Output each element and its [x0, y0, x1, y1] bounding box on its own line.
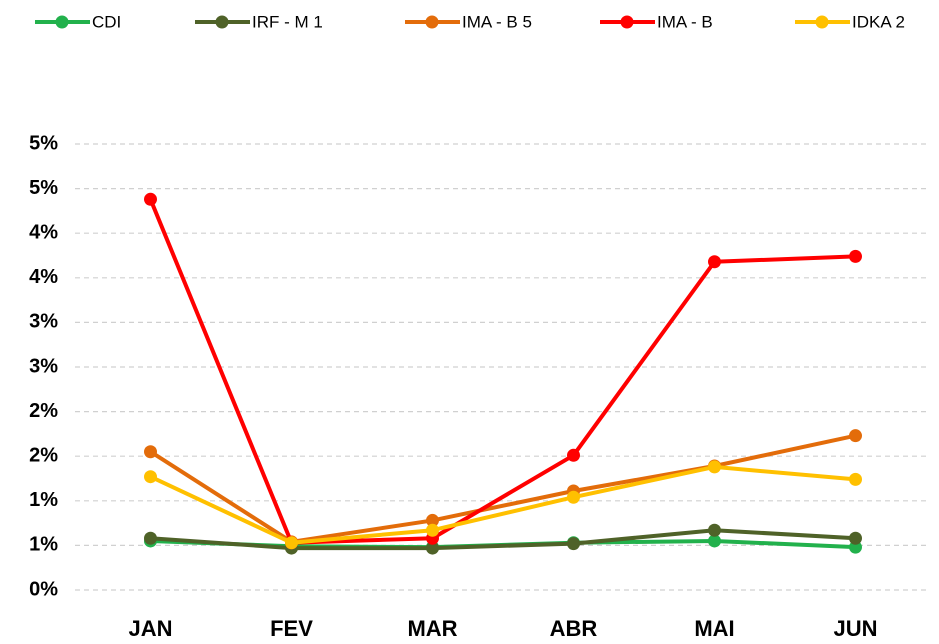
x-tick-label: JUN	[833, 616, 877, 641]
data-point	[144, 470, 157, 484]
data-point	[849, 249, 862, 263]
legend-label: CDI	[92, 12, 121, 31]
data-point	[849, 472, 862, 486]
legend-marker	[620, 15, 634, 29]
data-point	[708, 534, 721, 548]
legend-marker	[55, 15, 69, 29]
legend-label: IMA - B	[657, 12, 713, 31]
legend-marker	[815, 15, 829, 29]
x-tick-label: MAR	[407, 616, 457, 641]
data-point	[144, 445, 157, 459]
legend-label: IMA - B 5	[462, 12, 532, 31]
data-point	[567, 490, 580, 504]
data-point	[708, 460, 721, 474]
series-line	[149, 464, 856, 545]
data-point	[849, 531, 862, 545]
data-point	[426, 523, 439, 537]
data-point	[708, 523, 721, 537]
y-tick-label: 2%	[29, 444, 58, 466]
data-point	[708, 255, 721, 269]
legend-marker	[215, 15, 229, 29]
x-tick-label: FEV	[270, 616, 313, 641]
y-tick-label: 1%	[29, 489, 58, 511]
data-point	[567, 537, 580, 551]
data-point	[285, 536, 298, 550]
series-line	[149, 433, 856, 544]
x-tick-label: MAI	[694, 616, 734, 641]
data-point	[426, 541, 439, 555]
y-tick-label: 4%	[29, 266, 58, 288]
legend-label: IDKA 2	[852, 12, 905, 31]
data-point	[567, 448, 580, 462]
data-point	[144, 531, 157, 545]
y-tick-label: 4%	[29, 221, 58, 243]
data-point	[849, 540, 862, 554]
data-point	[144, 192, 157, 206]
legend-label: IRF - M 1	[252, 12, 323, 31]
y-tick-label: 5%	[29, 132, 58, 154]
y-tick-label: 2%	[29, 400, 58, 422]
y-tick-label: 0%	[29, 578, 58, 600]
y-tick-label: 3%	[29, 355, 58, 377]
series-line	[148, 198, 856, 545]
y-tick-label: 3%	[29, 311, 58, 333]
x-tick-label: JAN	[128, 616, 172, 641]
series-line	[150, 528, 856, 551]
data-point	[426, 513, 439, 527]
data-point	[849, 429, 862, 443]
x-tick-label: ABR	[550, 616, 598, 641]
legend-marker	[425, 15, 439, 29]
y-tick-label: 5%	[29, 177, 58, 199]
y-tick-label: 1%	[29, 534, 58, 556]
